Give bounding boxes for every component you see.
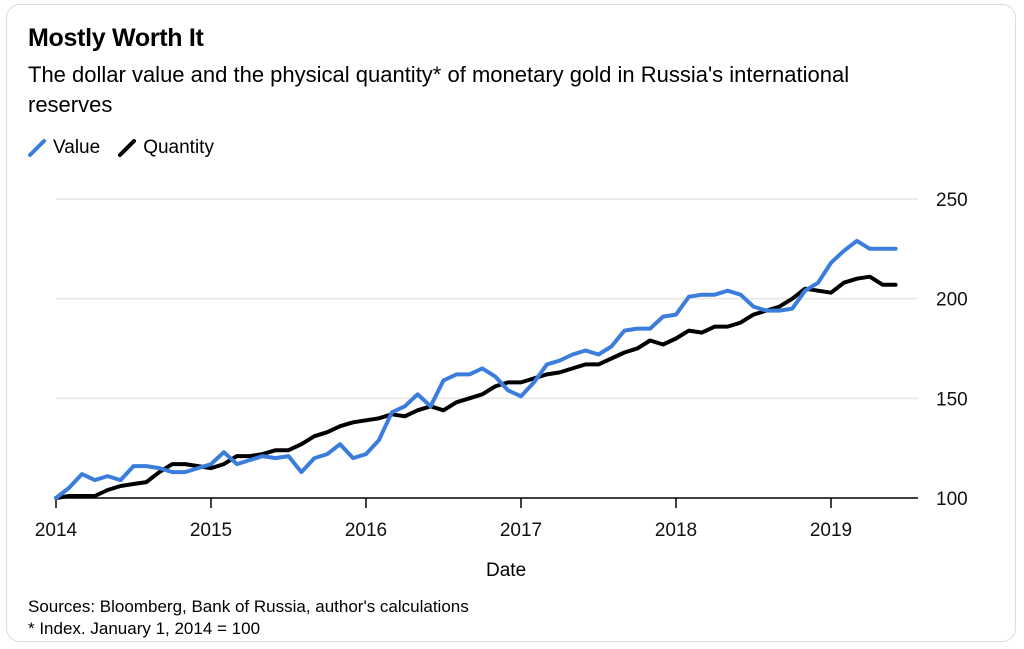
y-axis-labels: 100 150 200 250 <box>936 190 968 510</box>
legend-swatch-value <box>28 139 46 157</box>
x-axis-ticks <box>55 498 832 508</box>
legend-label-value: Value <box>53 137 101 158</box>
index-note: * Index. January 1, 2014 = 100 <box>28 619 261 638</box>
chart-card <box>6 4 1016 642</box>
legend-label-quantity: Quantity <box>143 137 214 158</box>
x-tick-label-2015: 2015 <box>190 520 232 541</box>
sources-text: Sources: Bloomberg, Bank of Russia, auth… <box>28 597 469 616</box>
y-tick-label-250: 250 <box>936 190 968 211</box>
series-line-value <box>54 238 898 500</box>
x-tick-label-2016: 2016 <box>345 520 387 541</box>
chart-title: Mostly Worth It <box>28 24 204 52</box>
y-tick-label-100: 100 <box>936 489 968 510</box>
x-tick-label-2014: 2014 <box>35 520 78 541</box>
source-note: Sources: Bloomberg, Bank of Russia, auth… <box>28 596 469 640</box>
x-tick-label-2019: 2019 <box>810 520 852 541</box>
y-tick-label-200: 200 <box>936 290 968 311</box>
chart-subtitle: The dollar value and the physical quanti… <box>28 62 850 117</box>
x-axis-title: Date <box>486 560 527 581</box>
legend-swatch-quantity <box>118 139 137 157</box>
series-line-quantity <box>54 274 898 500</box>
legend: Value Quantity <box>28 137 232 159</box>
grid-lines <box>56 198 918 499</box>
legend-item-value: Value <box>28 137 100 159</box>
y-tick-label-150: 150 <box>936 389 968 410</box>
x-axis-labels: 2014 2015 2016 2017 2018 2019 <box>35 520 852 541</box>
legend-item-quantity: Quantity <box>118 137 214 159</box>
x-tick-label-2017: 2017 <box>500 520 542 541</box>
line-chart: 100 150 200 250 2014 2015 2016 2017 2018 2019 <box>35 190 968 541</box>
x-tick-label-2018: 2018 <box>655 520 697 541</box>
series-lines <box>54 238 898 500</box>
